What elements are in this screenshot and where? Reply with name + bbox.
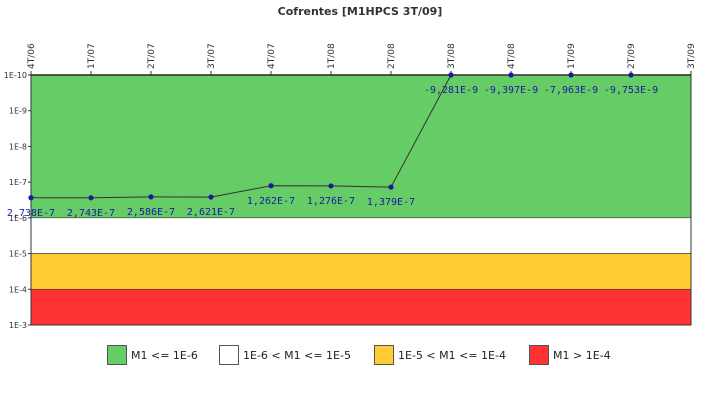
x-tick-label: 2T/08 [387, 43, 397, 69]
x-tick-label: 1T/07 [87, 43, 97, 69]
data-point [268, 183, 274, 189]
data-label: 1,379E-7 [367, 197, 415, 208]
y-tick-label: 1E-10 [4, 71, 27, 80]
x-tick-label: 4T/08 [507, 43, 517, 69]
x-tick-label: 4T/06 [27, 43, 37, 69]
band-1 [30, 217, 692, 254]
data-point [628, 72, 634, 78]
risk-bands [30, 74, 692, 326]
legend-label: M1 <= 1E-6 [131, 348, 198, 362]
y-tick-label: 1E-4 [9, 285, 27, 294]
y-tick-label: 1E-5 [9, 250, 27, 259]
y-tick-label: 1E-3 [9, 321, 27, 330]
legend-label: M1 > 1E-4 [553, 348, 611, 362]
legend-label: 1E-5 < M1 <= 1E-4 [398, 348, 506, 362]
data-point [448, 72, 454, 78]
series-layer: 2,738E-7 2,743E-7 2,586E-7 2,621E-7 1,262E-7… [7, 72, 658, 219]
x-tick-label: 2T/07 [147, 43, 157, 69]
legend-swatch [529, 345, 549, 365]
chart-svg: Cofrentes [M1HPCS 3T/09] 4T/06 1T/07 2T/07… [4, 5, 697, 330]
data-point [568, 72, 574, 78]
x-tick-label: 3T/07 [207, 43, 217, 69]
legend-label: 1E-6 < M1 <= 1E-5 [243, 348, 351, 362]
legend-swatch [374, 345, 394, 365]
y-tick-label: 1E-8 [9, 142, 27, 151]
data-label: -9,281E-9 [424, 85, 478, 96]
legend: M1 <= 1E-6 1E-6 < M1 <= 1E-5 1E-5 < M1 <= … [0, 344, 720, 368]
chart-title: Cofrentes [M1HPCS 3T/09] [278, 5, 443, 18]
x-tick-label: 1T/09 [567, 43, 577, 69]
data-point [148, 194, 154, 200]
data-point [328, 183, 334, 189]
legend-swatch [219, 345, 239, 365]
x-tick-label: 4T/07 [267, 43, 277, 69]
data-label: 1,276E-7 [307, 196, 355, 207]
band-3 [30, 288, 692, 326]
data-point [508, 72, 514, 78]
x-tick-label: 1T/08 [327, 43, 337, 69]
data-label: 2,743E-7 [67, 208, 115, 219]
x-tick-label: 2T/09 [627, 43, 637, 69]
data-point [28, 195, 34, 201]
band-0 [30, 74, 692, 219]
data-label: 2,621E-7 [187, 207, 235, 218]
data-point [208, 194, 214, 200]
x-tick-label: 3T/09 [687, 43, 697, 69]
data-point [388, 184, 394, 190]
data-label: -9,397E-9 [484, 85, 538, 96]
legend-item: M1 <= 1E-6 [107, 344, 198, 366]
x-tick-label: 3T/08 [447, 43, 457, 69]
band-2 [30, 253, 692, 290]
y-tick-label: 1E-7 [9, 178, 27, 187]
legend-item: M1 > 1E-4 [529, 344, 611, 366]
legend-item: 1E-5 < M1 <= 1E-4 [374, 344, 506, 366]
data-label: -9,753E-9 [604, 85, 658, 96]
data-label: -7,963E-9 [544, 85, 598, 96]
y-tick-label: 1E-9 [9, 107, 27, 116]
y-tick-label: 1E-6 [9, 214, 27, 223]
data-point [88, 195, 94, 201]
data-label: 1,262E-7 [247, 196, 295, 207]
legend-swatch [107, 345, 127, 365]
data-label: 2,738E-7 [7, 208, 55, 219]
legend-item: 1E-6 < M1 <= 1E-5 [219, 344, 351, 366]
data-label: 2,586E-7 [127, 207, 175, 218]
